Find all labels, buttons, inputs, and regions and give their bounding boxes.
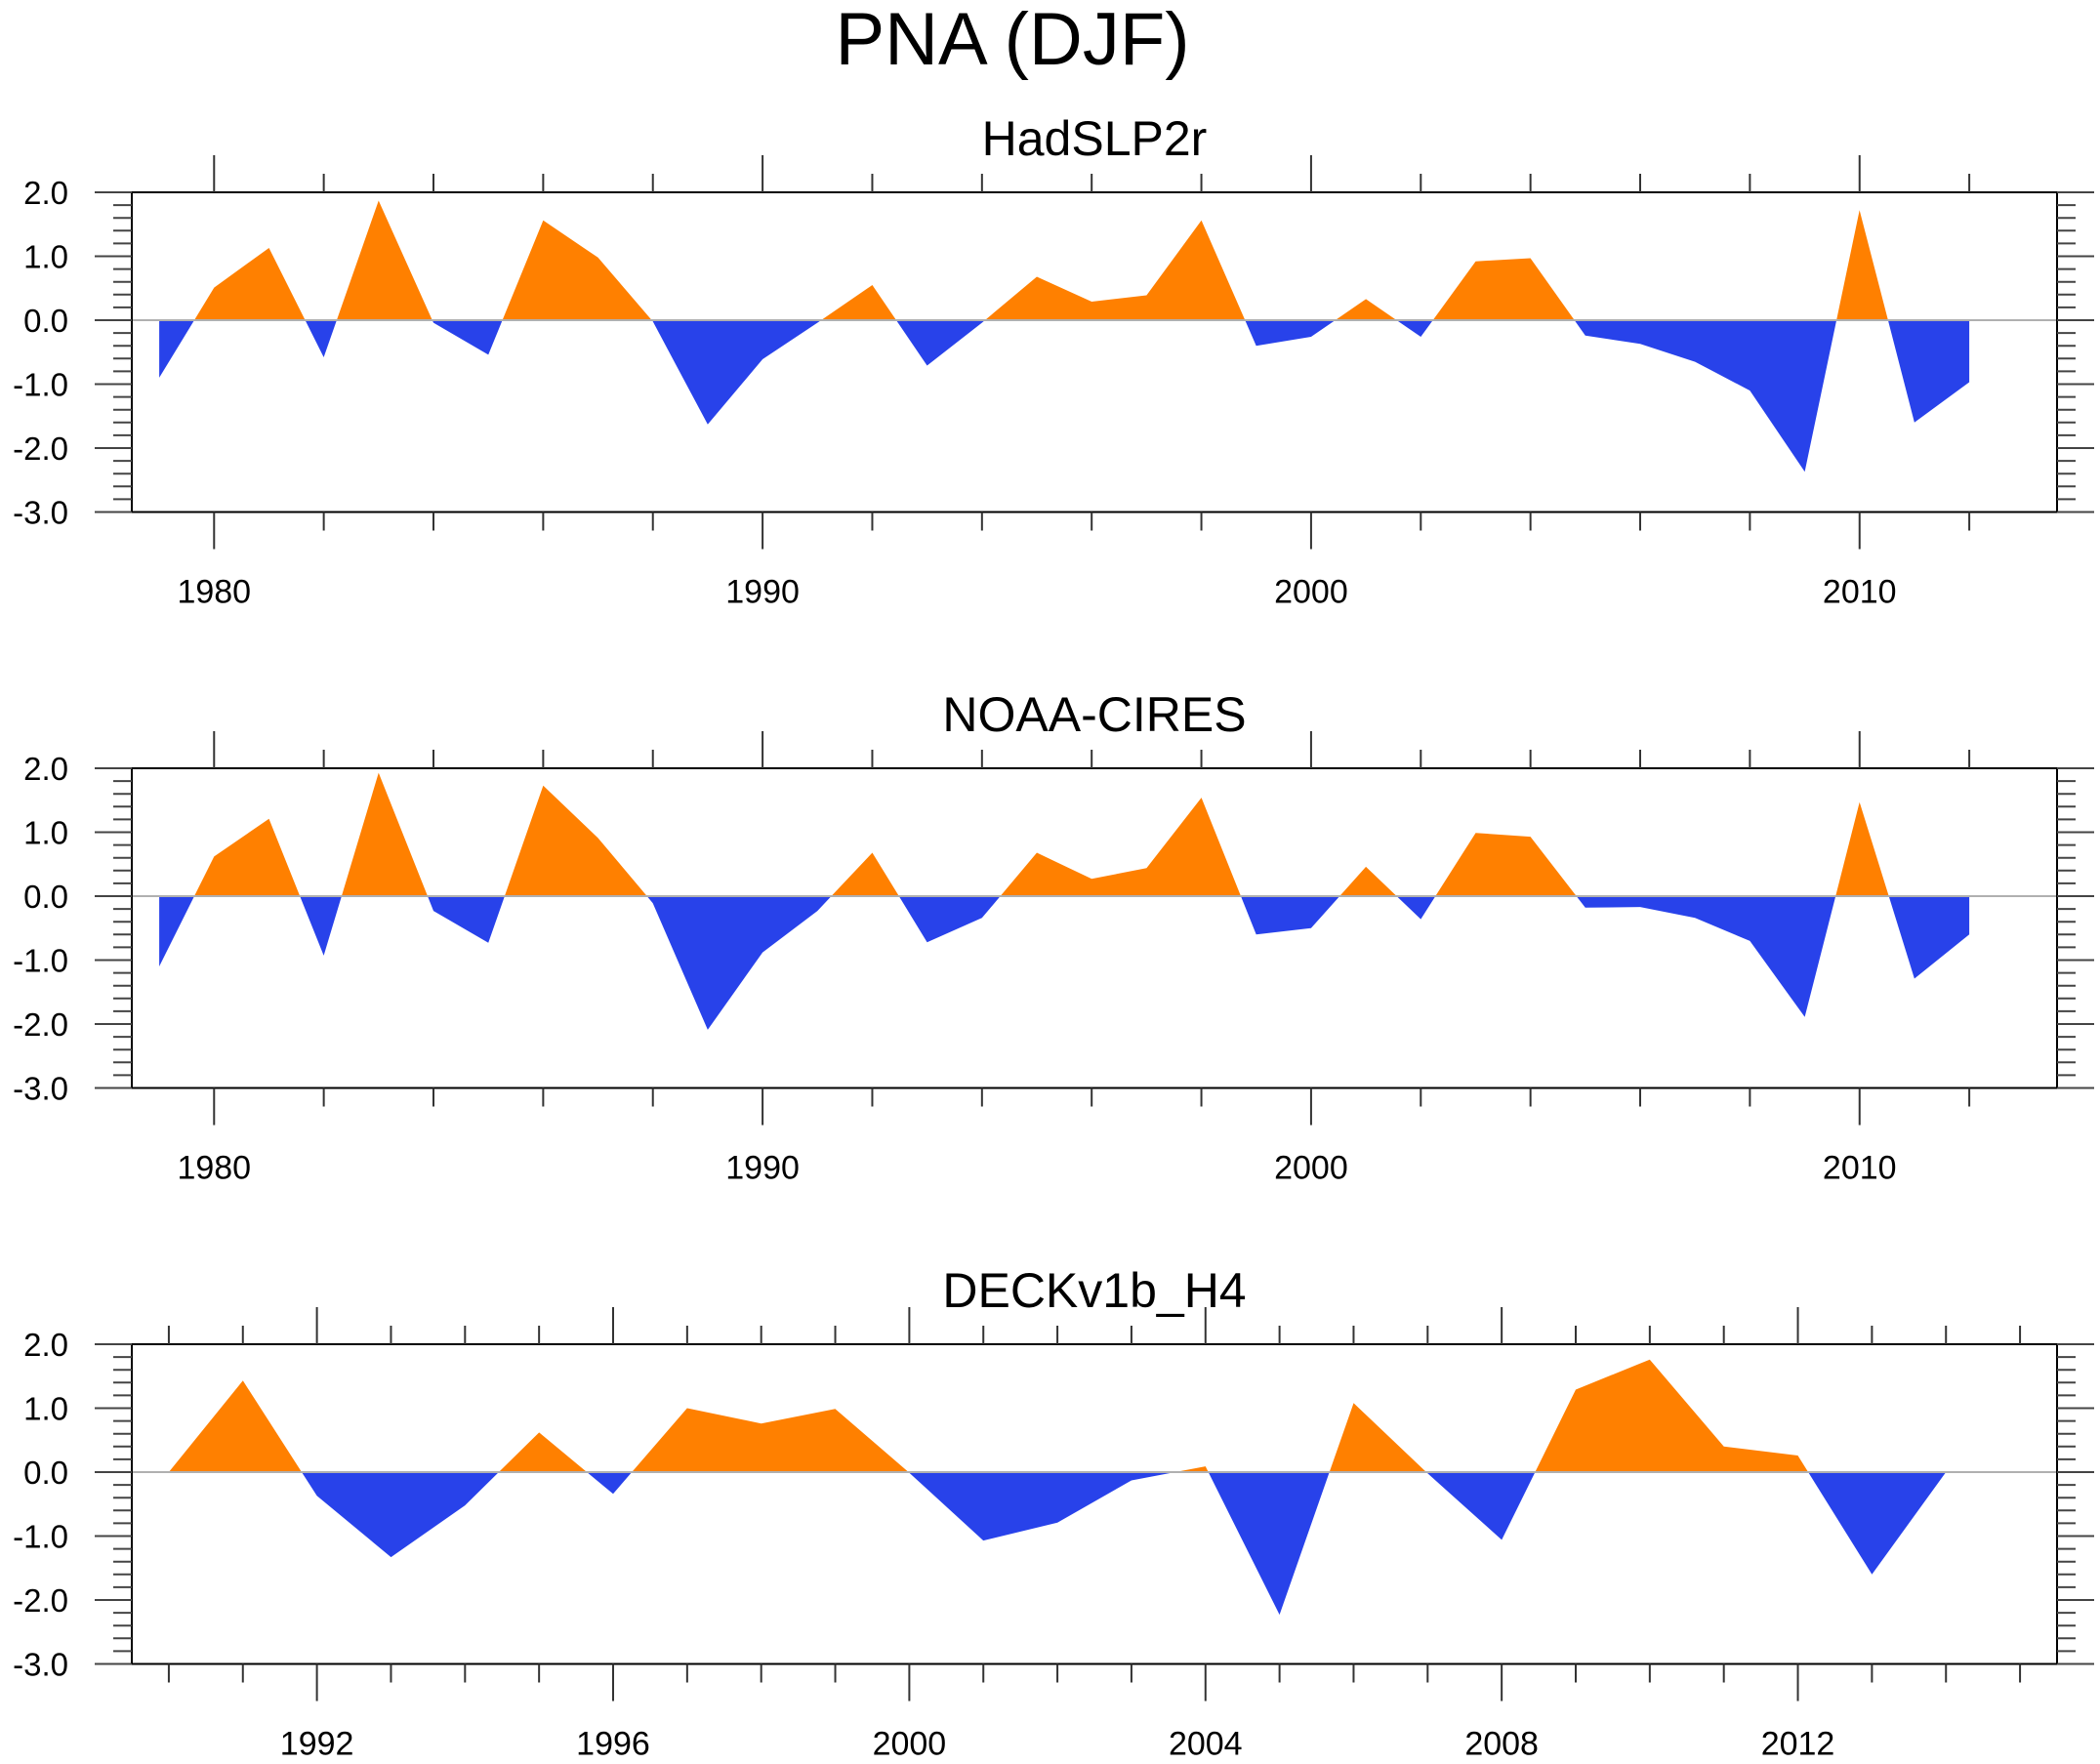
plot-frame bbox=[131, 767, 2058, 1089]
y-tick-label: -3.0 bbox=[13, 495, 68, 531]
y-tick-label: 0.0 bbox=[23, 1455, 68, 1491]
y-tick-label: 2.0 bbox=[23, 1327, 68, 1363]
positive-area bbox=[168, 1359, 1947, 1472]
y-tick-label: -1.0 bbox=[13, 943, 68, 979]
figure-title: PNA (DJF) bbox=[835, 0, 1189, 81]
panel-deckv1b-h4: DECKv1b_H4 1992 1996 2000 2004 2008 2012 2.0 1.… bbox=[13, 1263, 2094, 1763]
y-tick-label: -3.0 bbox=[13, 1647, 68, 1683]
y-tick-label: 0.0 bbox=[23, 879, 68, 915]
negative-area bbox=[159, 320, 1970, 472]
y-tick-label: 1.0 bbox=[23, 815, 68, 851]
x-tick-label: 2008 bbox=[1464, 1726, 1539, 1763]
panel-title: DECKv1b_H4 bbox=[942, 1263, 1246, 1318]
negative-area bbox=[159, 896, 1970, 1030]
x-tick-label: 2000 bbox=[1274, 1150, 1348, 1187]
panel-title: HadSLP2r bbox=[982, 111, 1208, 166]
x-tick-label: 1980 bbox=[177, 1150, 251, 1187]
x-tick-label: 2012 bbox=[1761, 1726, 1835, 1763]
y-tick-label: 2.0 bbox=[23, 175, 68, 211]
x-tick-label: 1990 bbox=[725, 574, 800, 611]
x-tick-label: 1990 bbox=[725, 1150, 800, 1187]
panel-noaa-cires: NOAA-CIRES 1980 1990 2000 2010 2.0 1.0 0.0 -1.0… bbox=[13, 687, 2094, 1187]
y-tick-label: 1.0 bbox=[23, 239, 68, 275]
y-tick-label: 0.0 bbox=[23, 303, 68, 339]
x-tick-label: 1980 bbox=[177, 574, 251, 611]
negative-area bbox=[168, 1472, 1947, 1616]
y-tick-label: -3.0 bbox=[13, 1071, 68, 1107]
positive-area bbox=[159, 772, 1970, 896]
y-tick-label: -2.0 bbox=[13, 431, 68, 467]
y-tick-label: -2.0 bbox=[13, 1582, 68, 1619]
plot-frame bbox=[131, 1343, 2058, 1665]
panel-title: NOAA-CIRES bbox=[942, 687, 1246, 742]
y-tick-label: -1.0 bbox=[13, 1519, 68, 1555]
y-tick-label: 1.0 bbox=[23, 1391, 68, 1427]
y-tick-label: 2.0 bbox=[23, 751, 68, 787]
y-tick-label: -1.0 bbox=[13, 367, 68, 403]
x-tick-label: 2010 bbox=[1823, 1150, 1897, 1187]
panel-hadslp2r: HadSLP2r 1980 1990 2000 2010 2.0 1.0 0.0 -1.0 -2… bbox=[13, 111, 2094, 611]
x-tick-label: 2000 bbox=[1274, 574, 1348, 611]
x-tick-label: 2000 bbox=[873, 1726, 947, 1763]
plot-frame bbox=[131, 191, 2058, 513]
x-tick-label: 2004 bbox=[1169, 1726, 1243, 1763]
x-tick-label: 1992 bbox=[280, 1726, 354, 1763]
positive-area bbox=[159, 200, 1970, 320]
y-tick-label: -2.0 bbox=[13, 1006, 68, 1043]
x-tick-label: 2010 bbox=[1823, 574, 1897, 611]
x-tick-label: 1996 bbox=[576, 1726, 650, 1763]
